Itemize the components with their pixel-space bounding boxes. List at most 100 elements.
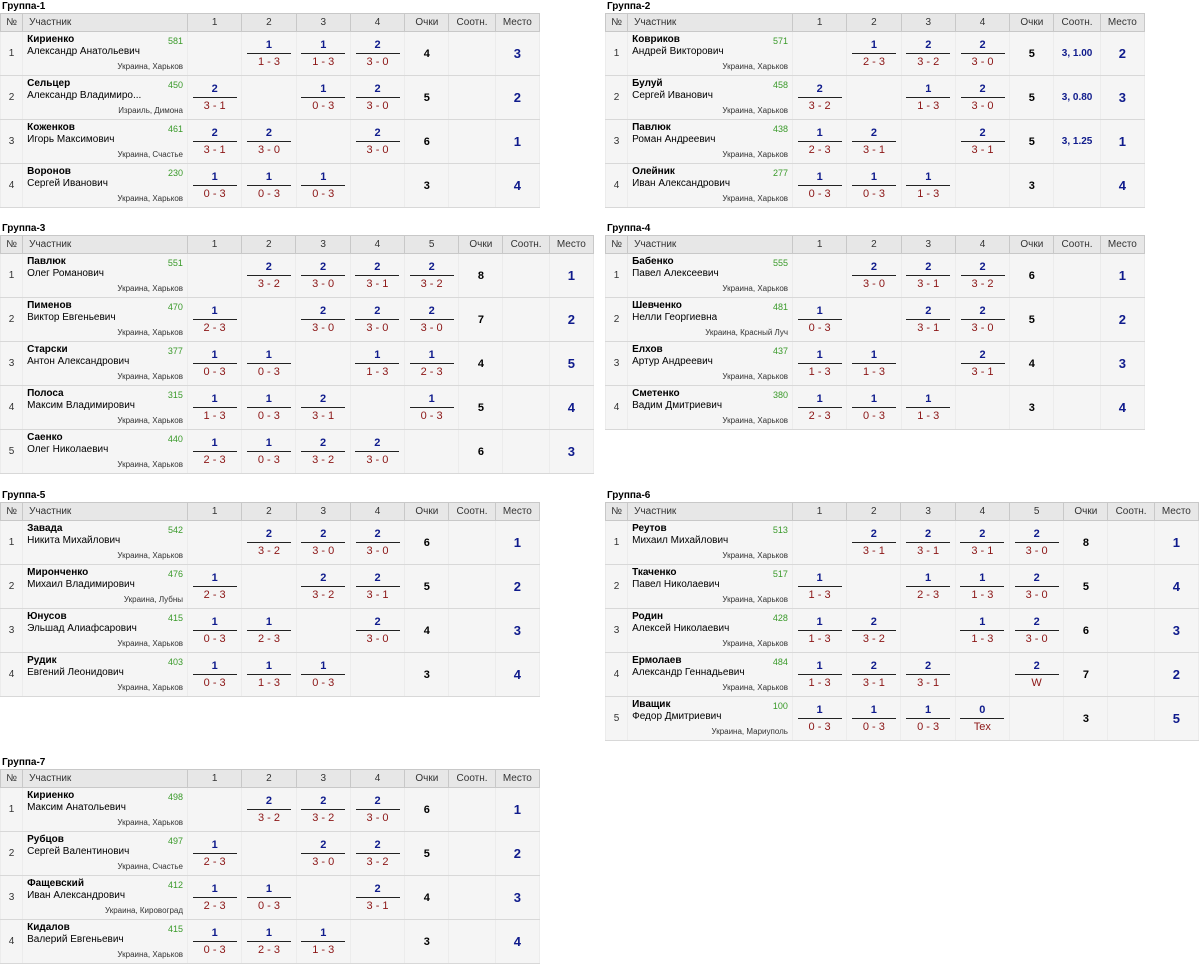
- match-result-cell[interactable]: 2 3 - 1: [954, 119, 1011, 164]
- match-result-cell[interactable]: 1 0 - 3: [241, 385, 297, 430]
- match-result-cell[interactable]: 2 3 - 0: [954, 75, 1011, 120]
- match-result-cell[interactable]: 1 2 - 3: [187, 831, 243, 876]
- match-result-cell[interactable]: 2 3 - 1: [187, 75, 243, 120]
- player-cell[interactable]: Бабенко Павел Алексеевич 555 Украина, Харьк…: [627, 253, 794, 298]
- player-surname[interactable]: Фащевский: [27, 878, 84, 889]
- player-cell[interactable]: Сметенко Вадим Дмитриевич 380 Украина, Харь…: [627, 385, 794, 430]
- player-cell[interactable]: Кидалов Валерий Евгеньевич 415 Украина, Хар…: [22, 919, 189, 964]
- match-result-cell[interactable]: 1 2 - 3: [792, 385, 848, 430]
- match-result-cell[interactable]: 2 3 - 0: [846, 253, 902, 298]
- player-surname[interactable]: Рудик: [27, 655, 57, 666]
- match-result-cell[interactable]: 2 3 - 0: [349, 608, 406, 653]
- match-result-cell[interactable]: 2 3 - 1: [846, 652, 902, 697]
- match-result-cell[interactable]: 2 3 - 0: [349, 119, 406, 164]
- match-result-cell[interactable]: 2 3 - 2: [241, 787, 297, 832]
- match-result-cell[interactable]: 2 3 - 1: [900, 520, 956, 565]
- match-result-cell[interactable]: 1 0 - 3: [846, 163, 902, 208]
- player-cell[interactable]: Коженков Игорь Максимович 461 Украина, Счас…: [22, 119, 189, 164]
- match-result-cell[interactable]: 1 1 - 3: [900, 385, 956, 430]
- match-result-cell[interactable]: 2 3 - 2: [403, 253, 460, 298]
- match-result-cell[interactable]: 1 2 - 3: [187, 875, 243, 920]
- match-result-cell[interactable]: 2 3 - 0: [954, 297, 1011, 342]
- match-result-cell[interactable]: 2 3 - 0: [1008, 564, 1065, 609]
- match-result-cell[interactable]: 1 0 - 3: [295, 75, 351, 120]
- match-result-cell[interactable]: 2 3 - 0: [295, 520, 351, 565]
- match-result-cell[interactable]: 2 3 - 1: [900, 253, 956, 298]
- match-result-cell[interactable]: 2 3 - 1: [846, 119, 902, 164]
- player-surname[interactable]: Родин: [632, 611, 664, 622]
- match-result-cell[interactable]: 1 1 - 3: [349, 341, 406, 386]
- player-surname[interactable]: Миронченко: [27, 567, 89, 578]
- match-result-cell[interactable]: 1 2 - 3: [186, 297, 243, 342]
- match-result-cell[interactable]: 2 3 - 1: [954, 341, 1011, 386]
- match-result-cell[interactable]: 1 1 - 3: [791, 608, 848, 653]
- match-result-cell[interactable]: 1 0 - 3: [295, 652, 351, 697]
- player-cell[interactable]: Старски Антон Александрович 377 Украина, Ха…: [22, 341, 188, 386]
- match-result-cell[interactable]: 1 1 - 3: [846, 341, 902, 386]
- player-surname[interactable]: Ткаченко: [632, 567, 677, 578]
- match-result-cell[interactable]: 2 3 - 0: [1008, 520, 1065, 565]
- match-result-cell[interactable]: 2 3 - 2: [349, 831, 406, 876]
- match-result-cell[interactable]: 2 3 - 0: [349, 787, 406, 832]
- match-result-cell[interactable]: 2 3 - 2: [241, 520, 297, 565]
- match-result-cell[interactable]: 1 1 - 3: [954, 564, 1011, 609]
- player-cell[interactable]: Кириенко Максим Анатольевич 498 Украина, Ха…: [22, 787, 189, 832]
- player-surname[interactable]: Бабенко: [632, 256, 674, 267]
- player-cell[interactable]: Завада Никита Михайлович 542 Украина, Харьк…: [22, 520, 189, 565]
- player-surname[interactable]: Саенко: [27, 432, 63, 443]
- match-result-cell[interactable]: 1 0 - 3: [295, 163, 351, 208]
- match-result-cell[interactable]: 1 1 - 3: [295, 919, 351, 964]
- player-cell[interactable]: Фащевский Иван Александрович 412 Украина, К…: [22, 875, 189, 920]
- player-cell[interactable]: Полоса Максим Владимирович 315 Украина, Хар…: [22, 385, 188, 430]
- match-result-cell[interactable]: 2 3 - 0: [295, 831, 351, 876]
- match-result-cell[interactable]: 1 0 - 3: [186, 341, 243, 386]
- player-surname[interactable]: Павлюк: [632, 122, 671, 133]
- player-cell[interactable]: Павлюк Роман Андреевич 438 Украина, Харьков: [627, 119, 794, 164]
- player-cell[interactable]: Пименов Виктор Евгеньевич 470 Украина, Харь…: [22, 297, 188, 342]
- match-result-cell[interactable]: 1 2 - 3: [900, 564, 956, 609]
- player-surname[interactable]: Реутов: [632, 523, 667, 534]
- match-result-cell[interactable]: 1 1 - 3: [295, 31, 351, 76]
- match-result-cell[interactable]: 0 Tex: [954, 696, 1011, 741]
- player-surname[interactable]: Рубцов: [27, 834, 64, 845]
- match-result-cell[interactable]: 1 0 - 3: [791, 696, 848, 741]
- match-result-cell[interactable]: 1 2 - 3: [792, 119, 848, 164]
- match-result-cell[interactable]: 1 1 - 3: [186, 385, 243, 430]
- player-cell[interactable]: Миронченко Михаил Владимирович 476 Украина,…: [22, 564, 189, 609]
- match-result-cell[interactable]: 1 1 - 3: [791, 652, 848, 697]
- player-cell[interactable]: Юнусов Эльшад Алиафсарович 415 Украина, Хар…: [22, 608, 189, 653]
- match-result-cell[interactable]: 1 2 - 3: [187, 564, 243, 609]
- match-result-cell[interactable]: 2 3 - 0: [295, 253, 351, 298]
- player-surname[interactable]: Олейник: [632, 166, 675, 177]
- player-surname[interactable]: Коженков: [27, 122, 75, 133]
- match-result-cell[interactable]: 1 2 - 3: [241, 919, 297, 964]
- match-result-cell[interactable]: 2 3 - 2: [295, 787, 351, 832]
- match-result-cell[interactable]: 2 3 - 0: [349, 297, 406, 342]
- player-surname[interactable]: Елхов: [632, 344, 663, 355]
- player-cell[interactable]: Елхов Артур Андреевич 437 Украина, Харьков: [627, 341, 794, 386]
- match-result-cell[interactable]: 1 0 - 3: [187, 652, 243, 697]
- player-surname[interactable]: Кириенко: [27, 34, 75, 45]
- match-result-cell[interactable]: 1 1 - 3: [900, 163, 956, 208]
- player-cell[interactable]: Ткаченко Павел Николаевич 517 Украина, Харь…: [627, 564, 793, 609]
- player-cell[interactable]: Рубцов Сергей Валентинович 497 Украина, Сча…: [22, 831, 189, 876]
- player-surname[interactable]: Ковриков: [632, 34, 680, 45]
- match-result-cell[interactable]: 2 3 - 1: [349, 253, 406, 298]
- match-result-cell[interactable]: 1 2 - 3: [403, 341, 460, 386]
- player-cell[interactable]: Булуй Сергей Иванович 458 Украина, Харьков: [627, 75, 794, 120]
- player-surname[interactable]: Ермолаев: [632, 655, 682, 666]
- player-cell[interactable]: Реутов Михаил Михайлович 513 Украина, Харьк…: [627, 520, 793, 565]
- match-result-cell[interactable]: 2 3 - 2: [295, 429, 351, 474]
- player-surname[interactable]: Кириенко: [27, 790, 75, 801]
- match-result-cell[interactable]: 2 3 - 2: [241, 253, 297, 298]
- player-cell[interactable]: Сельцер Александр Владимиро... 450 Израиль,…: [22, 75, 189, 120]
- player-surname[interactable]: Сельцер: [27, 78, 71, 89]
- player-cell[interactable]: Павлюк Олег Романович 551 Украина, Харьков: [22, 253, 188, 298]
- match-result-cell[interactable]: 1 0 - 3: [241, 163, 297, 208]
- player-surname[interactable]: Булуй: [632, 78, 663, 89]
- match-result-cell[interactable]: 1 0 - 3: [241, 429, 297, 474]
- match-result-cell[interactable]: 2 3 - 0: [349, 429, 406, 474]
- match-result-cell[interactable]: 1 0 - 3: [900, 696, 956, 741]
- match-result-cell[interactable]: 2 3 - 0: [295, 297, 351, 342]
